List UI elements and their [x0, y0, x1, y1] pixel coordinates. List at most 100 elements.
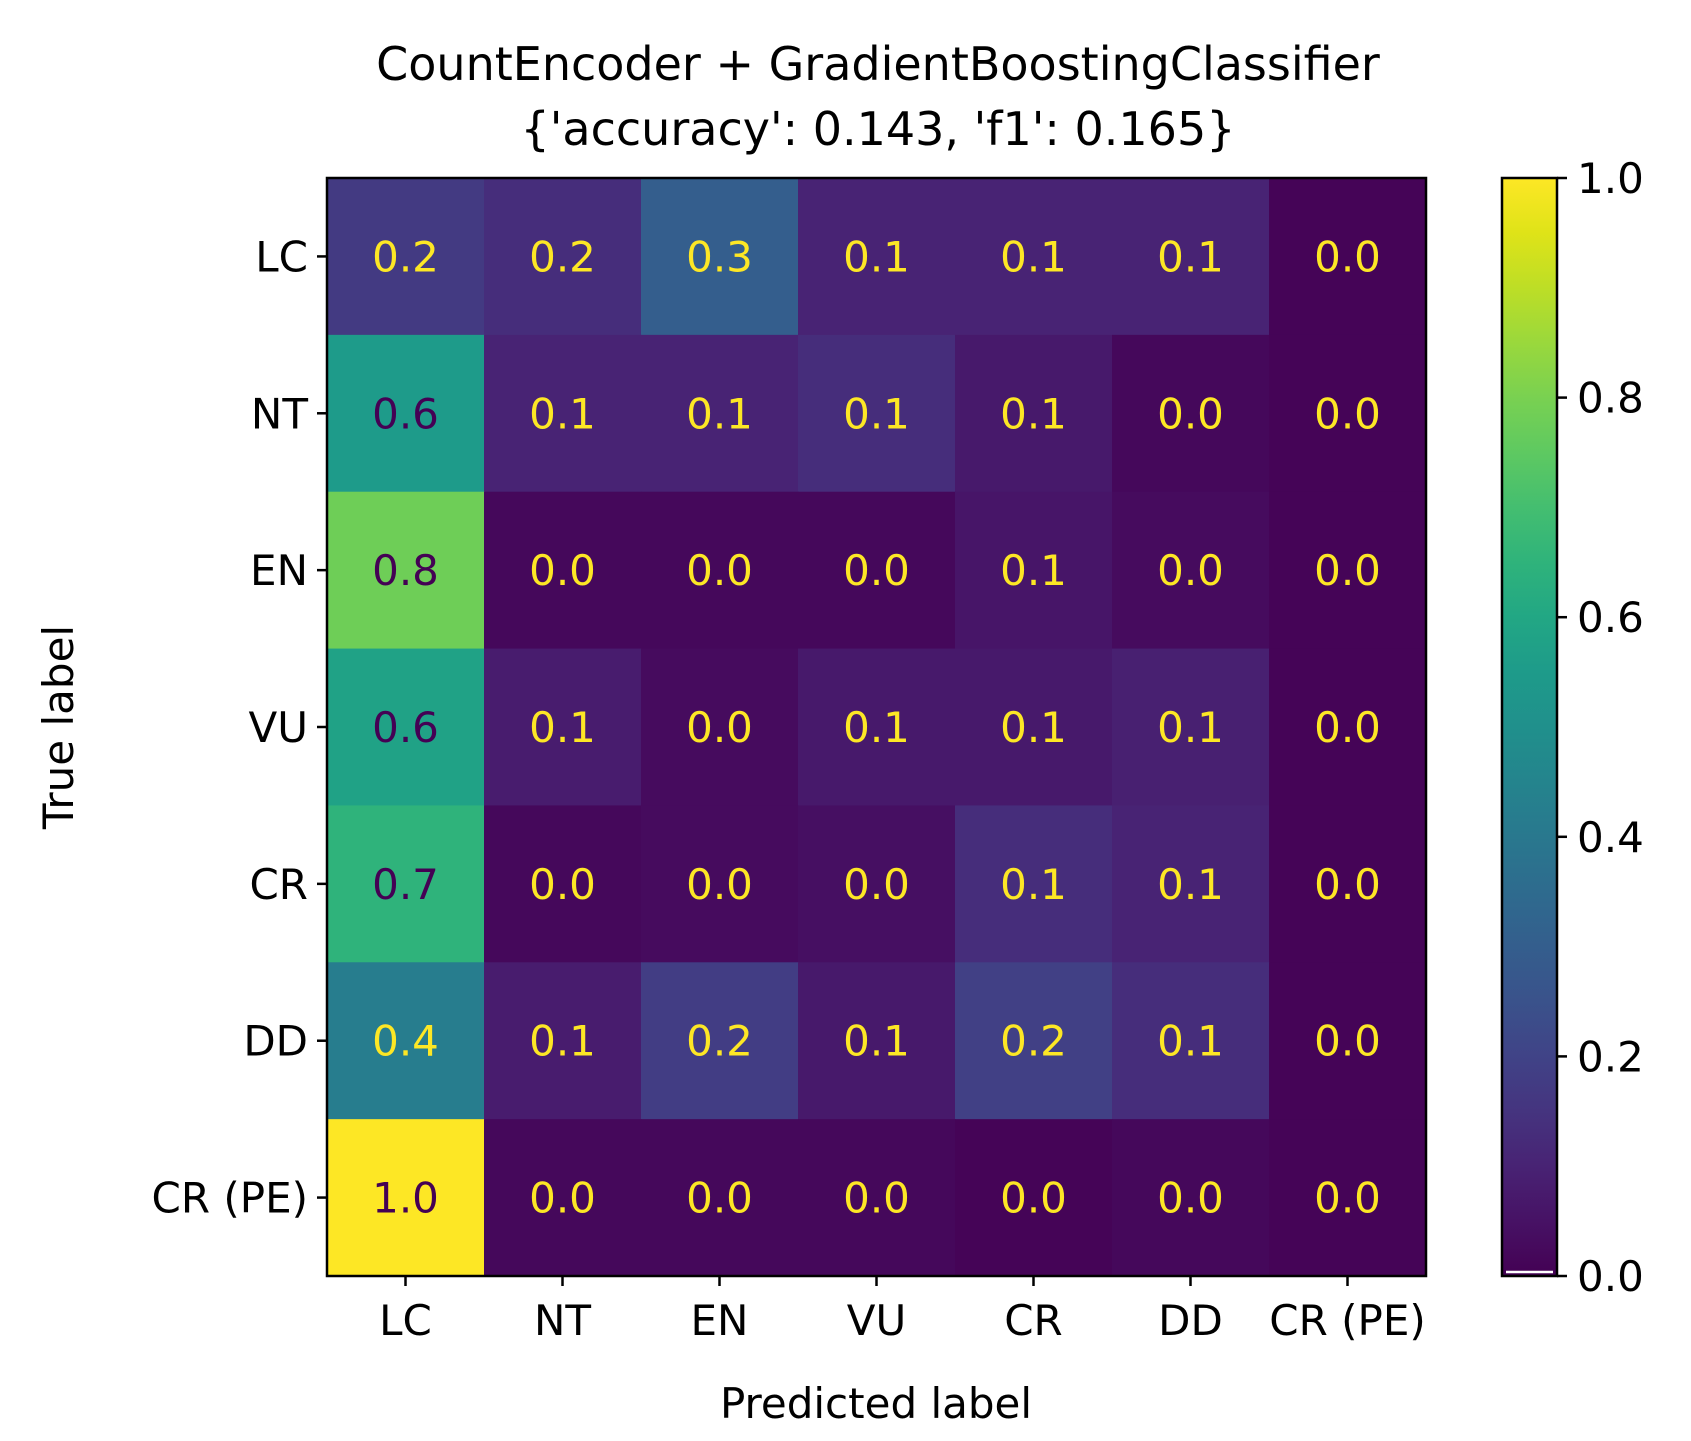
- heatmap-cell: [484, 648, 642, 807]
- heatmap-cell: [1269, 1119, 1427, 1277]
- heatmap-cell: [484, 334, 642, 493]
- y-tick-label: CR: [249, 860, 308, 909]
- heatmap-cell: [484, 1119, 642, 1277]
- heatmap-cell: [955, 491, 1113, 650]
- cell-value-label: 0.1: [529, 1017, 596, 1066]
- colorbar: 0.0 0.2 0.4 0.6 0.8 1.0: [1500, 154, 1644, 1301]
- heatmap-cell: [1269, 178, 1427, 336]
- colorbar-frame: [1500, 176, 1559, 1278]
- heatmap-cell: [1112, 1119, 1270, 1277]
- heatmap-cell: [641, 178, 799, 336]
- colorbar-tick-label: 0.2: [1577, 1032, 1644, 1081]
- heatmap-cell-labels: 0.2 0.2 0.3 0.1 0.1 0.1 0.0 0.6 0.1 0.1 0.1 0.1 0.0 0…: [372, 232, 1381, 1222]
- cell-value-label: 0.6: [372, 703, 439, 752]
- y-tick-label: NT: [251, 389, 308, 438]
- cell-value-label: 0.0: [843, 546, 910, 595]
- heatmap-cell: [327, 1119, 485, 1277]
- heatmap-cell: [1269, 334, 1427, 493]
- x-tick-label: EN: [691, 1296, 749, 1345]
- heatmap-cell: [327, 178, 485, 336]
- heatmap-cell: [484, 178, 642, 336]
- chart-title: CountEncoder + GradientBoostingClassifie…: [376, 37, 1380, 91]
- heatmap-cell: [798, 491, 956, 650]
- colorbar-tick-label: 0.4: [1577, 813, 1644, 862]
- cell-value-label: 0.1: [1157, 703, 1224, 752]
- heatmap-cell: [1112, 491, 1270, 650]
- heatmap-cell: [955, 334, 1113, 493]
- x-tick-label: CR: [1004, 1296, 1063, 1345]
- cell-value-label: 0.1: [1000, 860, 1067, 909]
- heatmap-cell: [1112, 178, 1270, 336]
- heatmap-cell: [798, 962, 956, 1120]
- heatmap-cell: [327, 805, 485, 963]
- heatmap-cell: [1112, 962, 1270, 1120]
- colorbar-tick-label: 0.6: [1577, 593, 1644, 642]
- cell-value-label: 0.1: [529, 389, 596, 438]
- x-tick-label: LC: [379, 1296, 432, 1345]
- heatmap-cell: [327, 491, 485, 650]
- y-tick-label: DD: [243, 1017, 308, 1066]
- cell-value-label: 0.0: [1314, 546, 1381, 595]
- heatmap-cell: [798, 334, 956, 493]
- heatmap-cell: [798, 805, 956, 963]
- heatmap-cell: [955, 648, 1113, 807]
- heatmap-cell: [1112, 334, 1270, 493]
- cell-value-label: 0.0: [1157, 389, 1224, 438]
- cell-value-label: 0.1: [1000, 703, 1067, 752]
- cell-value-label: 0.2: [372, 232, 439, 281]
- x-axis-label: Predicted label: [720, 1379, 1032, 1428]
- colorbar-tick-label: 1.0: [1577, 154, 1644, 203]
- heatmap-cell: [1269, 962, 1427, 1120]
- cell-value-label: 0.1: [686, 389, 753, 438]
- heatmap-cell: [798, 1119, 956, 1277]
- heatmap-cells: [327, 178, 1427, 1277]
- heatmap-cell: [484, 962, 642, 1120]
- heatmap-cell: [1112, 648, 1270, 807]
- colorbar-gradient: [1502, 178, 1557, 1276]
- cell-value-label: 0.0: [686, 546, 753, 595]
- cell-value-label: 0.1: [1000, 389, 1067, 438]
- cell-value-label: 0.0: [529, 546, 596, 595]
- x-tick-label: NT: [534, 1296, 591, 1345]
- heatmap-cell: [1112, 805, 1270, 963]
- heatmap-cell: [327, 648, 485, 807]
- x-tick-label: DD: [1158, 1296, 1223, 1345]
- heatmap-cell: [798, 648, 956, 807]
- cell-value-label: 0.0: [529, 860, 596, 909]
- cell-value-label: 0.0: [1314, 232, 1381, 281]
- heatmap-cell: [955, 1119, 1113, 1277]
- y-tick-label: VU: [249, 703, 308, 752]
- cell-value-label: 0.0: [1314, 703, 1381, 752]
- heatmap-cell: [955, 178, 1113, 336]
- x-tick-label: VU: [847, 1296, 906, 1345]
- cell-value-label: 0.0: [1314, 1017, 1381, 1066]
- heatmap-cell: [641, 491, 799, 650]
- cell-value-label: 0.1: [843, 703, 910, 752]
- cell-value-label: 0.7: [372, 860, 439, 909]
- cell-value-label: 0.4: [372, 1017, 439, 1066]
- heatmap-cell: [641, 962, 799, 1120]
- cell-value-label: 0.1: [1000, 546, 1067, 595]
- heatmap-cell: [641, 805, 799, 963]
- heatmap-cell: [1269, 491, 1427, 650]
- y-axis-ticks: LC NT EN VU CR DD CR (PE): [152, 232, 327, 1223]
- colorbar-tick-label: 0.8: [1577, 374, 1644, 423]
- cell-value-label: 0.0: [686, 1174, 753, 1223]
- cell-value-label: 0.1: [529, 703, 596, 752]
- cell-value-label: 0.1: [1000, 232, 1067, 281]
- x-tick-label: CR (PE): [1269, 1296, 1426, 1345]
- cell-value-label: 0.0: [1314, 1174, 1381, 1223]
- cell-value-label: 0.2: [1000, 1017, 1067, 1066]
- cell-value-label: 0.1: [1157, 1017, 1224, 1066]
- heatmap-cell: [641, 334, 799, 493]
- cell-value-label: 0.1: [1157, 860, 1224, 909]
- cell-value-label: 0.0: [1314, 389, 1381, 438]
- cell-value-label: 0.1: [1157, 232, 1224, 281]
- colorbar-tick-label: 0.0: [1577, 1252, 1644, 1301]
- y-tick-label: CR (PE): [152, 1174, 309, 1223]
- cell-value-label: 0.0: [843, 1174, 910, 1223]
- cell-value-label: 0.0: [1000, 1174, 1067, 1223]
- cell-value-label: 0.1: [843, 389, 910, 438]
- heatmap-cell: [1269, 805, 1427, 963]
- cell-value-label: 0.0: [843, 860, 910, 909]
